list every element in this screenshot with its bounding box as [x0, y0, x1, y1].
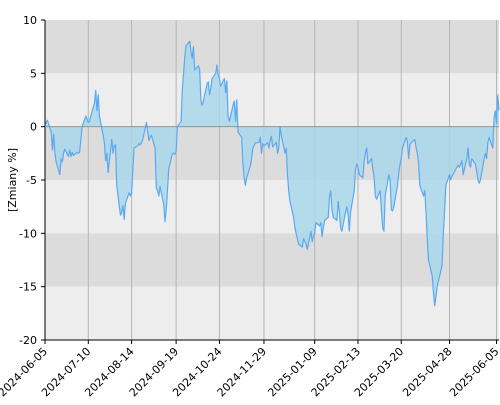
y-tick-label: -5	[26, 174, 37, 187]
y-axis-label: [Zmiany %]	[6, 148, 19, 212]
y-tick-label: -15	[19, 281, 37, 294]
y-tick-labels: 10 5 0 -5 -10 -15 -20	[19, 14, 45, 347]
grid-band	[45, 20, 499, 74]
y-tick-label: 10	[23, 14, 37, 27]
x-tick-label: 2025-06-05	[447, 345, 500, 399]
series-line	[44, 40, 500, 307]
grid-band	[45, 286, 499, 340]
y-tick-label: 0	[30, 121, 37, 134]
x-tick-label: 2025-04-28	[400, 345, 454, 399]
grid-band	[45, 73, 499, 127]
y-tick-label: -20	[19, 334, 37, 347]
vertical-gridlines	[87, 20, 498, 340]
y-tick-label: 5	[30, 67, 37, 80]
x-tick-labels: 2024-06-052024-07-102024-08-142024-09-19…	[0, 340, 500, 399]
y-tick-label: -10	[19, 227, 37, 240]
grid-band	[45, 233, 499, 287]
line-layer	[44, 40, 500, 307]
